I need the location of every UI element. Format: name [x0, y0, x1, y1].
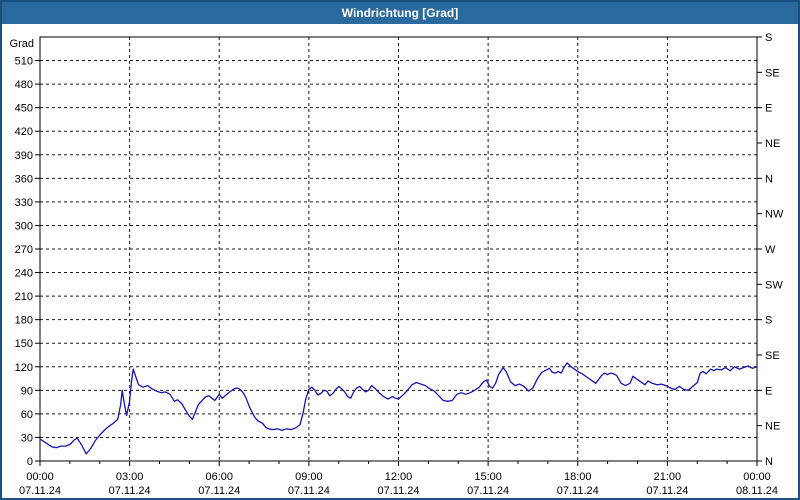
x-axis-date-label: 07.11.24: [557, 485, 599, 497]
x-axis-date-label: 08.11.24: [736, 485, 778, 497]
wind-direction-series-line: [39, 362, 758, 455]
x-axis-time-label: 00:00: [26, 471, 54, 483]
x-axis-time-label: 00:00: [743, 471, 771, 483]
x-axis-date-label: 07.11.24: [288, 485, 330, 497]
x-axis-time-label: 06:00: [205, 471, 233, 483]
x-axis-date-label: 07.11.24: [377, 485, 419, 497]
x-axis-date-label: 07.11.24: [646, 485, 688, 497]
right-axis-compass-label: NW: [765, 209, 784, 221]
right-axis-compass-label: S: [765, 315, 772, 327]
y-axis-tick-label: 210: [15, 291, 33, 303]
page-title: Windrichtung [Grad]: [341, 6, 459, 20]
wind-direction-chart: Grad 0 30 60 90 120 150 180 210 240 270 300 330 360 39…: [10, 32, 784, 497]
y-axis-tick-label: 150: [15, 338, 33, 350]
y-axis-tick-label: 240: [15, 268, 33, 280]
y-axis-tick-label: 450: [15, 103, 33, 115]
right-axis-compass-label: NE: [765, 138, 780, 150]
right-axis-compass-label: S: [765, 32, 772, 44]
x-axis-time-label: 09:00: [295, 471, 323, 483]
y-axis-tick-label: 60: [21, 409, 33, 421]
x-axis-time-label: 15:00: [474, 471, 502, 483]
right-axis-compass-label: NE: [765, 421, 780, 433]
y-axis-unit-label: Grad: [10, 38, 34, 50]
y-axis-tick-label: 390: [15, 150, 33, 162]
right-axis-compass-label: SE: [765, 67, 780, 79]
right-axis-compass-label: SW: [765, 279, 783, 291]
y-axis-tick-label: 180: [15, 315, 33, 327]
x-axis-time-label: 12:00: [385, 471, 413, 483]
chart-container: Grad 0 30 60 90 120 150 180 210 240 270 300 330 360 39…: [2, 24, 798, 498]
right-axis-compass-label: N: [765, 456, 773, 468]
x-axis-time-label: 03:00: [116, 471, 144, 483]
x-axis-time-label: 21:00: [654, 471, 682, 483]
right-axis-compass-label: E: [765, 103, 772, 115]
y-axis-tick-label: 0: [27, 456, 33, 468]
right-axis-compass-label: W: [765, 244, 776, 256]
right-axis-compass-label: SE: [765, 350, 780, 362]
right-axis-compass-label: N: [765, 173, 773, 185]
y-axis-tick-label: 480: [15, 79, 33, 91]
x-axis-date-label: 07.11.24: [467, 485, 509, 497]
y-axis-tick-label: 30: [21, 432, 33, 444]
x-axis-date-label: 07.11.24: [198, 485, 240, 497]
x-axis-date-label: 07.11.24: [109, 485, 151, 497]
y-axis-tick-label: 330: [15, 197, 33, 209]
y-axis-tick-label: 270: [15, 244, 33, 256]
x-axis-date-label: 07.11.24: [19, 485, 61, 497]
y-axis-tick-label: 120: [15, 362, 33, 374]
window-title-bar: Windrichtung [Grad]: [2, 2, 798, 25]
x-axis-time-label: 18:00: [564, 471, 592, 483]
y-axis-tick-label: 510: [15, 56, 33, 68]
y-axis-tick-label: 90: [21, 385, 33, 397]
y-axis-tick-label: 360: [15, 173, 33, 185]
y-axis-tick-label: 420: [15, 126, 33, 138]
right-axis-compass-label: E: [765, 385, 772, 397]
y-axis-tick-label: 300: [15, 220, 33, 232]
